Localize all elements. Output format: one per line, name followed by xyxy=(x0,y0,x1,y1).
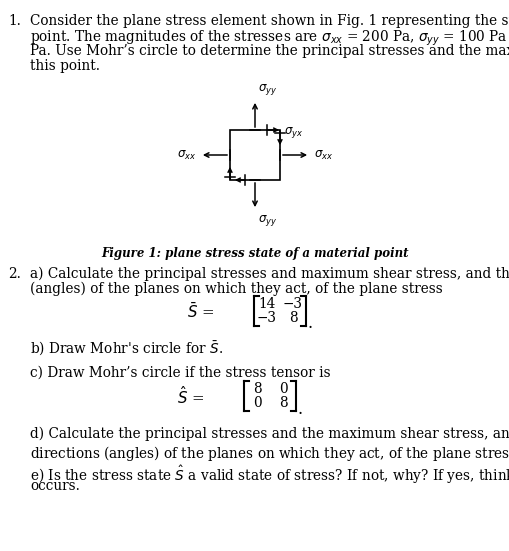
Text: directions (angles) of the planes on which they act, of the plane stress $\hat{S: directions (angles) of the planes on whi… xyxy=(30,442,509,464)
Text: −3: −3 xyxy=(257,311,276,325)
Text: e) Is the stress state $\hat{S}$ a valid state of stress? If not, why? If yes, t: e) Is the stress state $\hat{S}$ a valid… xyxy=(30,464,509,486)
Text: Pa. Use Mohr’s circle to determine the principal stresses and the maximum shear : Pa. Use Mohr’s circle to determine the p… xyxy=(30,44,509,58)
Text: point. The magnitudes of the stresses are $\sigma_{xx}$ = 200 Pa, $\sigma_{yy}$ : point. The magnitudes of the stresses ar… xyxy=(30,29,509,48)
Text: 14: 14 xyxy=(258,297,275,311)
Text: $\hat{S}$ =: $\hat{S}$ = xyxy=(177,385,206,407)
Text: 0: 0 xyxy=(278,382,287,396)
Text: $\sigma_{xx}$: $\sigma_{xx}$ xyxy=(314,148,332,161)
Text: this point.: this point. xyxy=(30,59,100,73)
Text: $\sigma_{yy}$: $\sigma_{yy}$ xyxy=(258,213,277,228)
Text: d) Calculate the principal stresses and the maximum shear stress, and the associ: d) Calculate the principal stresses and … xyxy=(30,427,509,441)
Text: .: . xyxy=(297,401,302,418)
Text: $\sigma_{yy}$: $\sigma_{yy}$ xyxy=(258,82,277,97)
Text: 2.: 2. xyxy=(8,267,21,281)
Text: $\sigma_{yx}$: $\sigma_{yx}$ xyxy=(284,126,303,141)
Text: 8: 8 xyxy=(252,382,261,396)
Text: 1.: 1. xyxy=(8,14,21,28)
Text: 8: 8 xyxy=(288,311,297,325)
Text: Figure 1: plane stress state of a material point: Figure 1: plane stress state of a materi… xyxy=(101,247,408,260)
Text: −3: −3 xyxy=(282,297,302,311)
Text: Consider the plane stress element shown in Fig. 1 representing the state of stre: Consider the plane stress element shown … xyxy=(30,14,509,28)
Text: $\sigma_{xx}$: $\sigma_{xx}$ xyxy=(177,148,195,161)
Text: (angles) of the planes on which they act, of the plane stress: (angles) of the planes on which they act… xyxy=(30,282,442,296)
Text: occurs.: occurs. xyxy=(30,479,80,493)
Text: c) Draw Mohr’s circle if the stress tensor is: c) Draw Mohr’s circle if the stress tens… xyxy=(30,366,330,380)
Text: 0: 0 xyxy=(252,396,261,410)
Text: b) Draw Mohr's circle for $\bar{S}$.: b) Draw Mohr's circle for $\bar{S}$. xyxy=(30,340,222,359)
Text: $\bar{S}$ =: $\bar{S}$ = xyxy=(187,301,216,321)
Text: a) Calculate the principal stresses and maximum shear stress, and the associated: a) Calculate the principal stresses and … xyxy=(30,267,509,282)
Text: 8: 8 xyxy=(278,396,287,410)
Text: .: . xyxy=(307,316,313,332)
